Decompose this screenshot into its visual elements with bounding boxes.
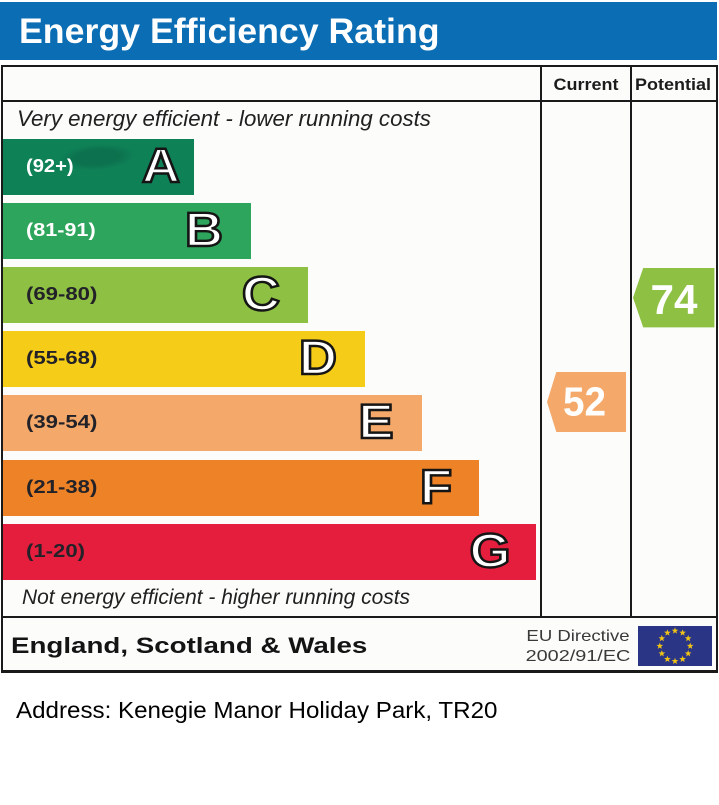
svg-text:52: 52: [563, 379, 606, 425]
svg-text:74: 74: [651, 276, 699, 323]
